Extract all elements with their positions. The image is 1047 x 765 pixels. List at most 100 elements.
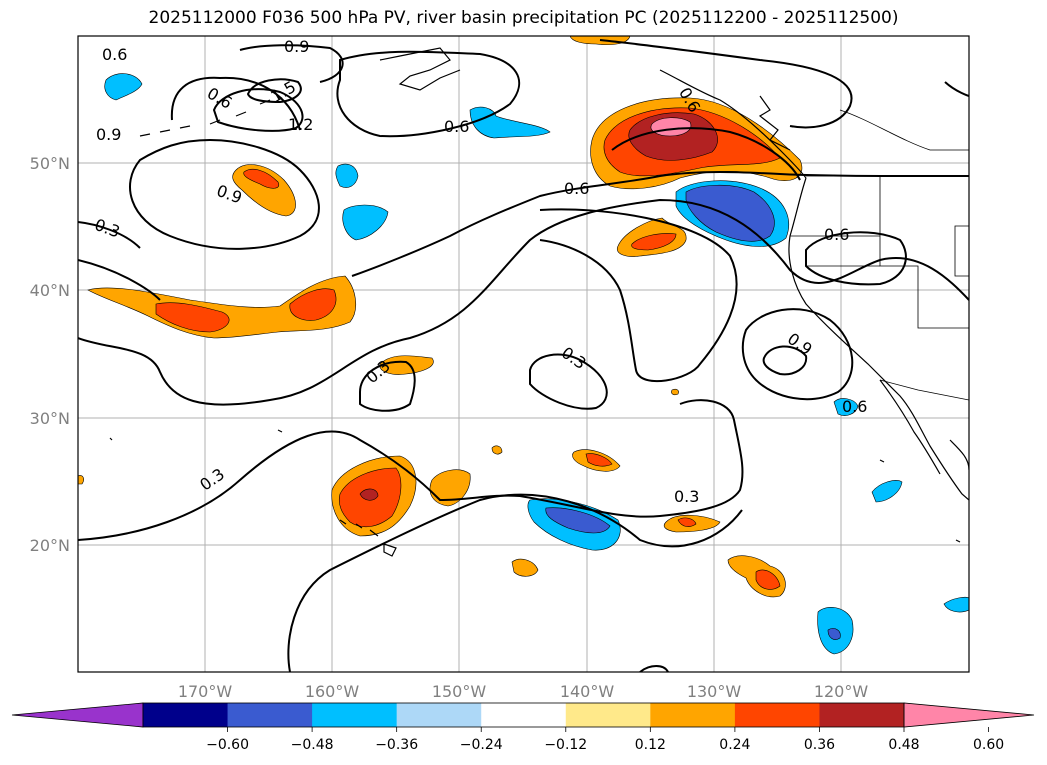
precip-region-offshore-core [631,233,677,251]
lat-tick-label: 30°N [30,409,70,428]
precip-region-21n-core [677,517,697,527]
pv-contours [78,39,969,672]
contour-0.3-west [78,221,141,249]
latitude-tick-labels: 50°N 40°N 30°N 20°N [30,154,70,555]
precip-region-neg-55n [104,73,143,101]
gridlines [78,36,969,672]
precip-region-neg-22n-core [545,507,611,534]
political-borders [790,109,969,401]
colorbar-tick-label: 0.12 [635,737,666,753]
precip-region-35n [379,355,434,375]
contour-0.6-ne-outer [599,39,853,129]
colorbar-tick-label: −0.48 [291,737,334,753]
contour-1.5-ring [246,78,302,104]
contour-label: 0.6 [444,117,469,136]
colorbar-extend-high [903,702,1035,728]
colorbar-swatch [481,703,567,727]
contour-0.9-east [741,308,854,401]
coastlines [109,47,969,557]
contour-1.2-inner-east [762,345,808,376]
precipitation-fills [78,36,969,655]
lon-tick-label: 170°W [178,682,233,701]
lat-tick-label: 40°N [30,281,70,300]
map-frame [77,35,970,673]
precip-region-pnw-high [628,112,718,161]
precip-region-tiny-3 [78,475,84,485]
lat-tick-label: 20°N [30,536,70,555]
colorbar-tick-label: 0.48 [888,737,919,753]
precip-region-47n-core [243,169,280,189]
colorbar-tick-label: −0.36 [375,737,418,753]
precip-region-40n-band [87,275,357,339]
coast-baja [879,379,941,475]
colorbar-tick-label: 0.24 [719,737,750,753]
border-us-mexico [879,379,969,401]
contour-0.9-west [129,138,320,250]
precip-region-tiny-2 [671,388,679,396]
colorbar-swatch [227,703,313,727]
contour-label: 0.6 [564,179,589,198]
colorbar-swatch [312,703,398,727]
contour-0.6-california [805,231,907,286]
contour-0.9-top [239,44,344,83]
longitude-tick-labels: 170°W 160°W 150°W 140°W 130°W 120°W [178,682,869,701]
colorbar-swatch [143,703,229,727]
colorbar-swatch [650,703,736,727]
contour-0.6-ne [336,50,521,138]
precip-region-23n-right [429,469,471,507]
islands-aleutians [139,99,271,137]
colorbar-tick-label: −0.24 [460,737,503,753]
lon-tick-label: 140°W [560,682,615,701]
colorbar-swatch [734,703,820,727]
colorbar-swatch [396,703,482,727]
contour-label: 0.6 [824,225,849,244]
colorbar-swatch [819,703,905,727]
precip-region-40n-core [155,302,230,333]
precip-region-neg-24n [871,480,903,503]
precip-region-neg-15n [943,596,969,613]
islands-hawaii [339,519,397,557]
border-states-4 [954,225,969,277]
contour-0.3-sw [287,493,743,672]
precip-region-16n [511,558,539,577]
precip-region-tiny-1 [491,445,503,455]
figure-title: 2025112000 F036 500 hPa PV, river basin … [148,8,899,28]
precip-region-26n-core [585,453,613,467]
contour-0.6-loop [539,208,738,383]
contour-label: 0.6 [102,45,127,64]
contour-0.6-pnw-ring [611,127,801,181]
precip-region-oregon-neg-core [685,184,775,242]
border-canada-provinces [839,109,969,151]
colorbar-swatch [565,703,651,727]
colorbar-tick-label: 0.60 [973,737,1004,753]
precip-region-22n-max [359,488,379,501]
contour-label: 1.2 [288,115,313,134]
lon-tick-label: 160°W [305,682,360,701]
contour-label: 0.9 [284,37,309,56]
precip-region-neg-31n [833,398,859,416]
lon-tick-label: 120°W [814,682,869,701]
lon-tick-label: 150°W [432,682,487,701]
contour-1.2-ring [212,88,304,132]
lat-tick-label: 50°N [30,154,70,173]
coast-west-us [788,177,969,501]
contour-0.3-ring [359,360,416,412]
precip-region-17n-core [755,569,781,590]
precip-region-40n-core2 [289,288,337,321]
colorbar-tick-label: 0.36 [804,737,835,753]
contour-bottom-blip [639,665,669,672]
lon-tick-label: 130°W [687,682,742,701]
contour-0.3-oval [529,353,608,410]
coast-alaska-bc [659,69,807,179]
precip-region-neg-45n [342,204,389,241]
contour-0.3-main [78,198,969,406]
contour-0.9-north [170,76,301,131]
small-islands [109,429,961,543]
islands-alaska-north [379,47,461,91]
precip-region-neg-12n-core [827,628,841,640]
contour-label: 0.3 [674,487,699,506]
colorbar-tick-label: −0.12 [544,737,587,753]
precip-region-pnw-max [650,117,692,137]
colorbar-frame [142,702,905,728]
colorbar: −0.60 −0.48 −0.36 −0.24 −0.12 0.12 0.24 0.36 0.4… [11,702,1035,753]
